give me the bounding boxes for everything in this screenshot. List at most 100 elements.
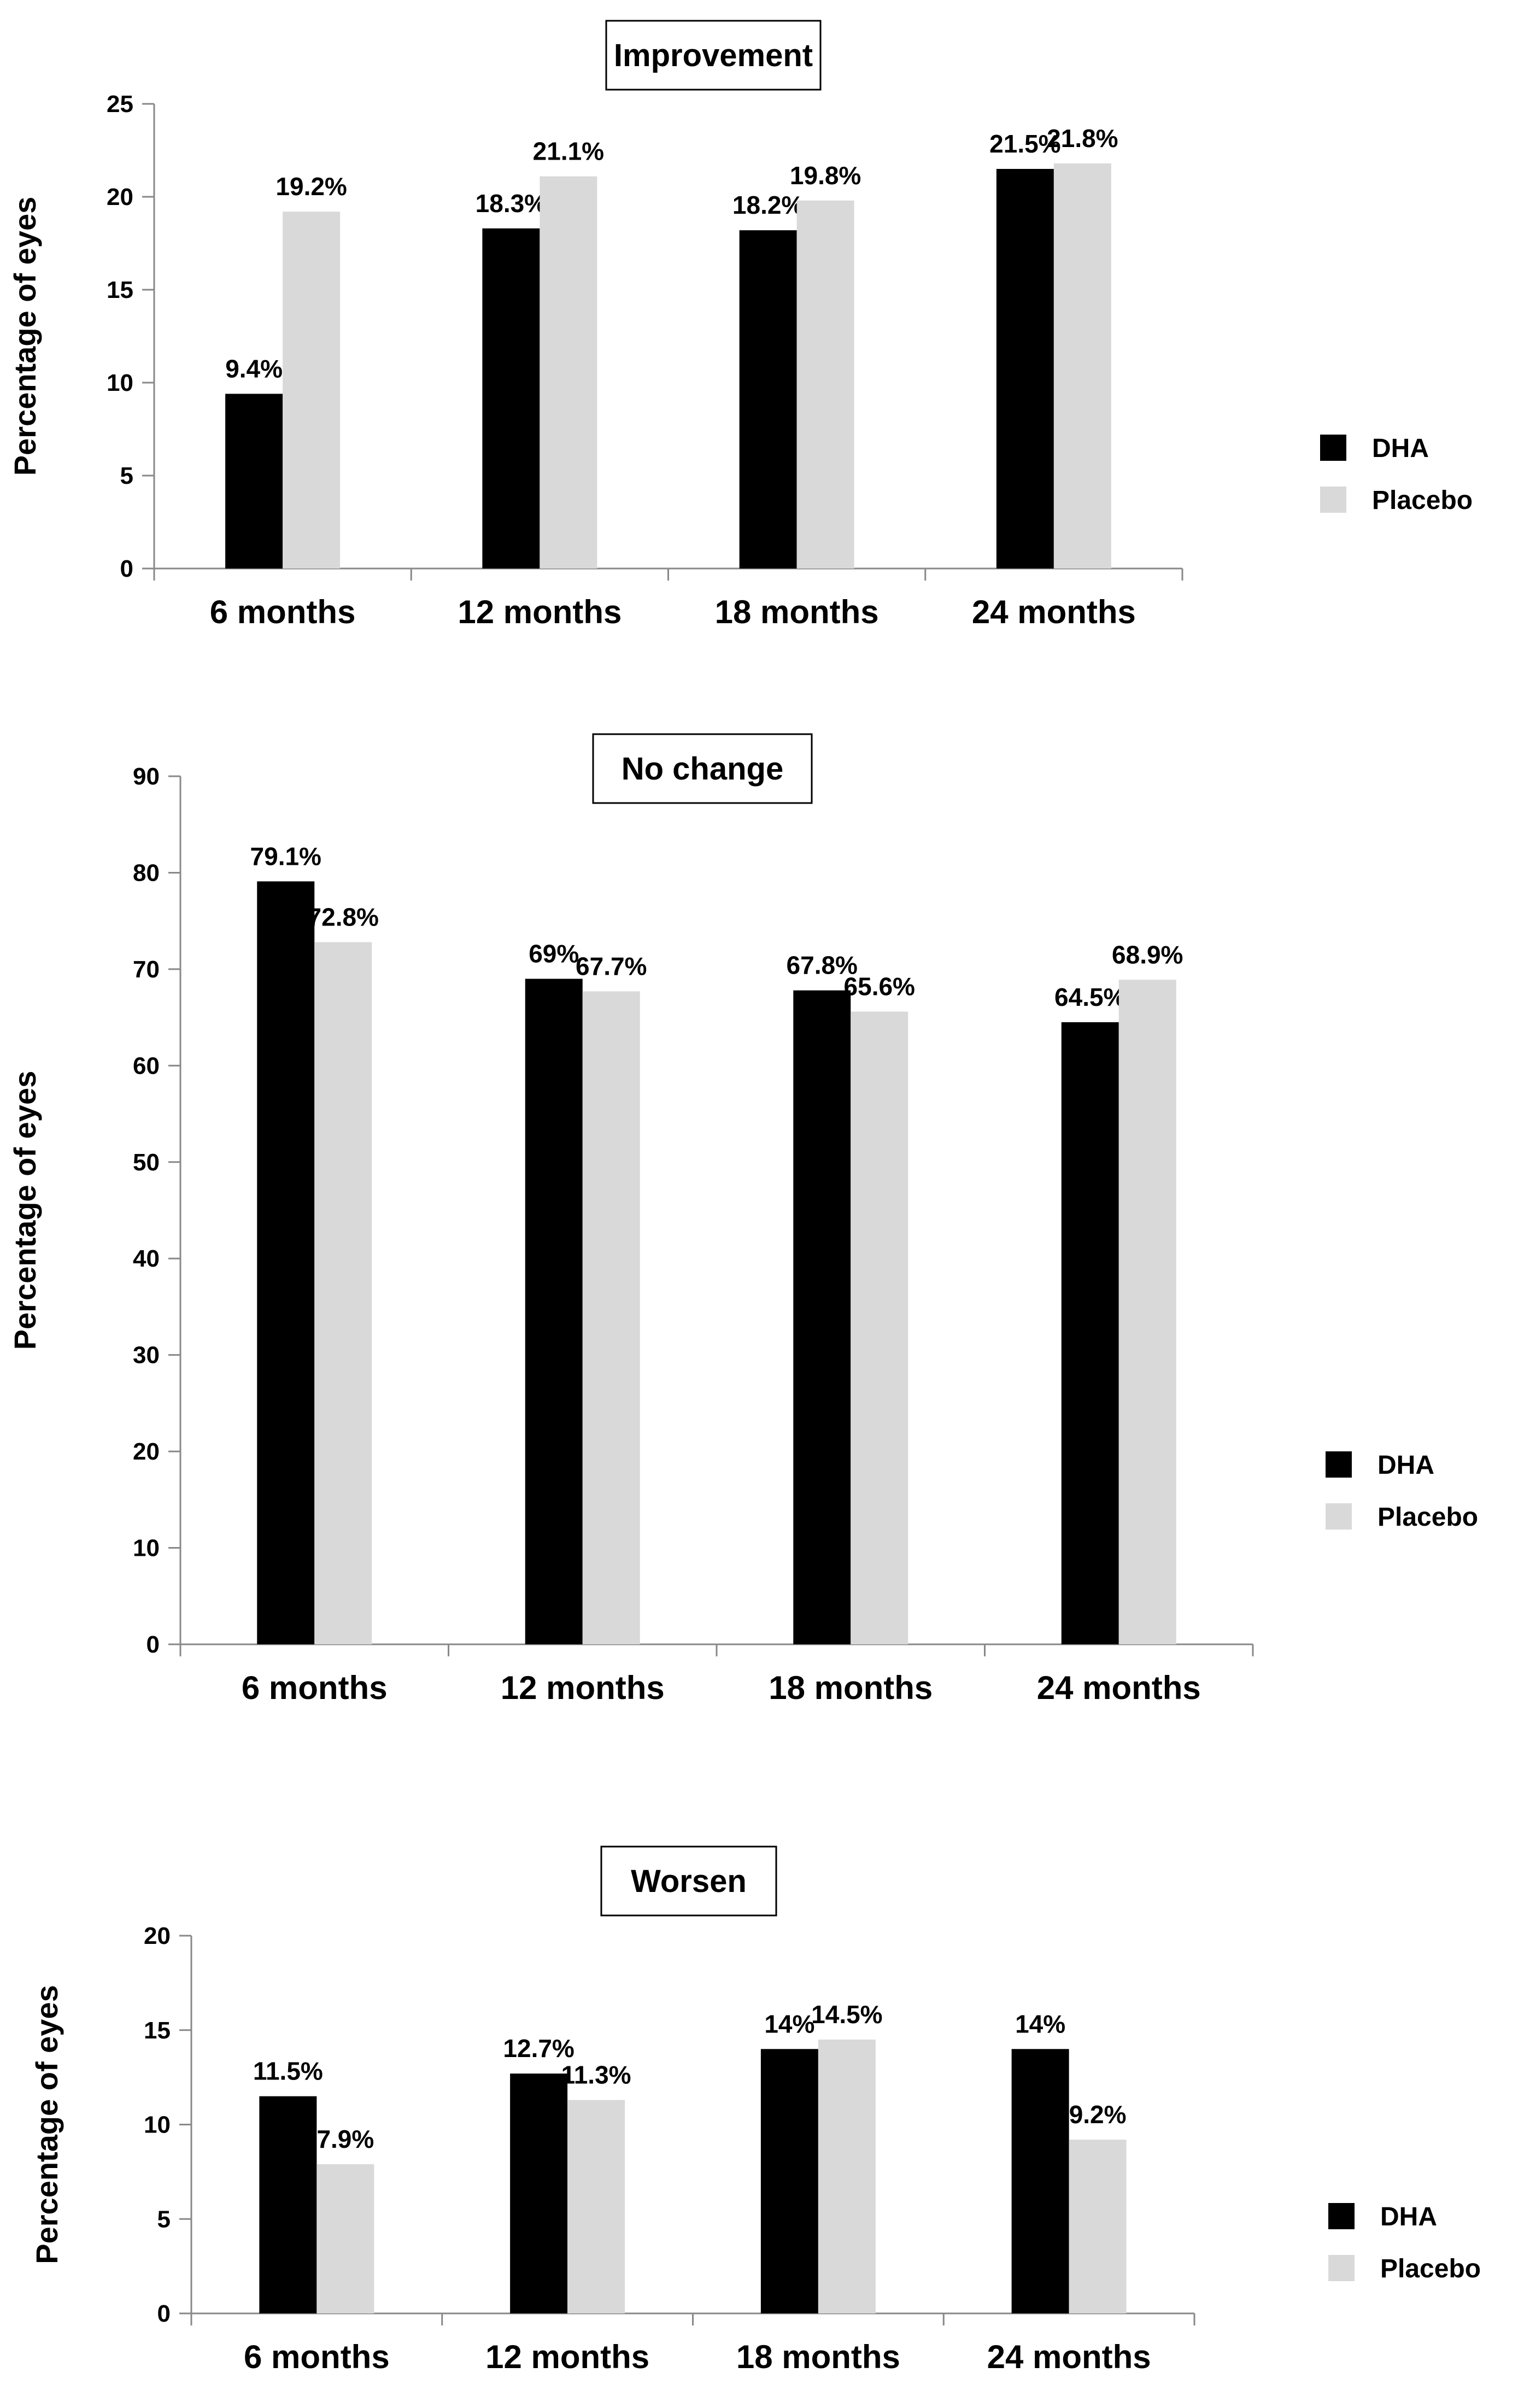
data-label-dha: 18.3%: [476, 189, 547, 218]
y-tick-label: 80: [133, 859, 160, 886]
data-label-dha: 14%: [764, 2009, 814, 2038]
legend-swatch-placebo: [1320, 487, 1346, 513]
y-tick-label: 15: [144, 2017, 171, 2044]
bar-dha-24-months: [1011, 2049, 1069, 2313]
y-tick-label: 10: [144, 2112, 171, 2139]
bar-placebo-24-months: [1053, 163, 1111, 569]
legend-label-placebo: Placebo: [1380, 2254, 1481, 2283]
data-label-dha: 12.7%: [503, 2034, 574, 2063]
legend: DHA Placebo: [1328, 2202, 1481, 2283]
y-axis-label: Percentage of eyes: [30, 1985, 64, 2264]
chart-panel-no-change: No change 0 10 20 30 40 50 60 70 80 90 Percentage o…: [8, 733, 1478, 1706]
x-tick-label: 24 months: [987, 2339, 1151, 2375]
data-label-placebo: 21.1%: [533, 137, 604, 166]
x-tick-label: 12 months: [458, 594, 622, 630]
x-tick-label: 24 months: [1037, 1669, 1201, 1706]
chart-panel-worsen: Worsen 0 5 10 15 20 Percentage of eyes 6 months…: [30, 1845, 1481, 2375]
data-label-dha: 69%: [529, 940, 579, 968]
data-label-dha: 9.4%: [225, 354, 283, 383]
data-label-placebo: 9.2%: [1069, 2100, 1127, 2129]
x-tick-label: 12 months: [485, 2339, 649, 2375]
bar-placebo-24-months: [1069, 2140, 1127, 2313]
y-tick-label: 10: [133, 1535, 160, 1562]
y-tick-label: 0: [120, 555, 133, 582]
y-tick-label: 5: [120, 462, 133, 489]
bar-placebo-18-months: [796, 200, 854, 569]
bar-placebo-18-months: [818, 2040, 876, 2313]
bar-placebo-6-months: [316, 2164, 374, 2313]
data-label-placebo: 11.3%: [561, 2061, 631, 2089]
data-label-placebo: 21.8%: [1047, 124, 1118, 153]
bar-placebo-6-months: [314, 942, 372, 1644]
bar-dha-6-months: [225, 394, 283, 569]
legend-swatch-dha: [1320, 435, 1346, 461]
bar-dha-12-months: [525, 979, 583, 1644]
chart-title-box: [600, 1845, 777, 1917]
data-label-dha: 64.5%: [1054, 983, 1125, 1011]
y-tick-label: 90: [133, 763, 160, 790]
data-label-dha: 79.1%: [250, 842, 321, 870]
y-tick-label: 0: [157, 2300, 171, 2327]
data-label-placebo: 19.8%: [790, 161, 861, 190]
y-tick-label: 20: [107, 184, 133, 210]
bar-dha-6-months: [259, 2096, 317, 2313]
y-tick-label: 15: [107, 277, 133, 303]
legend: DHA Placebo: [1326, 1451, 1478, 1532]
y-tick-label: 20: [144, 1923, 171, 1949]
bar-dha-24-months: [996, 169, 1054, 569]
x-tick-label: 6 months: [210, 594, 356, 630]
legend-label-dha: DHA: [1380, 2202, 1437, 2231]
data-label-placebo: 7.9%: [316, 2125, 374, 2153]
legend: DHA Placebo: [1320, 434, 1473, 515]
x-tick-label: 18 months: [769, 1669, 933, 1706]
y-tick-label: 40: [133, 1245, 160, 1272]
bar-dha-18-months: [739, 230, 797, 569]
bar-placebo-24-months: [1118, 980, 1176, 1644]
legend-label-placebo: Placebo: [1372, 486, 1473, 515]
x-tick-label: 18 months: [736, 2339, 900, 2375]
data-label-placebo: 19.2%: [275, 172, 347, 201]
bar-dha-18-months: [760, 2049, 818, 2313]
x-tick-label: 18 months: [715, 594, 879, 630]
data-label-dha: 14%: [1015, 2009, 1065, 2038]
y-axis-label: Percentage of eyes: [8, 197, 42, 476]
y-tick-label: 10: [107, 370, 133, 396]
data-label-placebo: 72.8%: [308, 903, 379, 931]
bar-placebo-12-months: [540, 176, 597, 569]
chart-panel-improvement: Improvement 0 5 10 15 20 25 Percentage of eyes 6…: [8, 20, 1473, 630]
legend-swatch-placebo: [1326, 1503, 1352, 1530]
data-label-placebo: 67.7%: [576, 952, 647, 980]
y-tick-label: 20: [133, 1438, 160, 1465]
chart-title: No change: [622, 751, 784, 787]
bar-placebo-18-months: [851, 1011, 908, 1644]
legend-label-placebo: Placebo: [1377, 1503, 1478, 1532]
legend-swatch-dha: [1326, 1451, 1352, 1478]
bar-placebo-12-months: [567, 2100, 625, 2313]
x-tick-label: 6 months: [242, 1669, 388, 1706]
data-label-dha: 67.8%: [787, 951, 858, 980]
chart-title-box: [605, 20, 822, 91]
bar-dha-12-months: [482, 228, 540, 569]
bar-dha-6-months: [257, 881, 315, 1644]
data-label-dha: 21.5%: [989, 130, 1060, 158]
data-label-placebo: 14.5%: [811, 2000, 882, 2029]
y-tick-label: 5: [157, 2206, 171, 2233]
y-tick-label: 0: [146, 1631, 160, 1658]
chart-title: Worsen: [631, 1864, 747, 1899]
x-tick-label: 12 months: [501, 1669, 665, 1706]
y-tick-label: 25: [107, 91, 133, 118]
data-label-dha: 18.2%: [732, 191, 804, 219]
y-tick-label: 50: [133, 1149, 160, 1176]
bar-dha-18-months: [793, 990, 851, 1644]
chart-title: Improvement: [614, 38, 813, 73]
bar-placebo-6-months: [283, 212, 341, 569]
y-tick-label: 30: [133, 1342, 160, 1369]
data-label-placebo: 68.9%: [1112, 940, 1183, 969]
y-axis-label: Percentage of eyes: [8, 1071, 42, 1350]
bar-placebo-12-months: [582, 991, 640, 1644]
chart-title-box: [592, 733, 813, 804]
x-tick-label: 24 months: [972, 594, 1136, 630]
legend-label-dha: DHA: [1372, 434, 1429, 463]
y-tick-label: 70: [133, 956, 160, 983]
bar-dha-24-months: [1061, 1022, 1119, 1644]
